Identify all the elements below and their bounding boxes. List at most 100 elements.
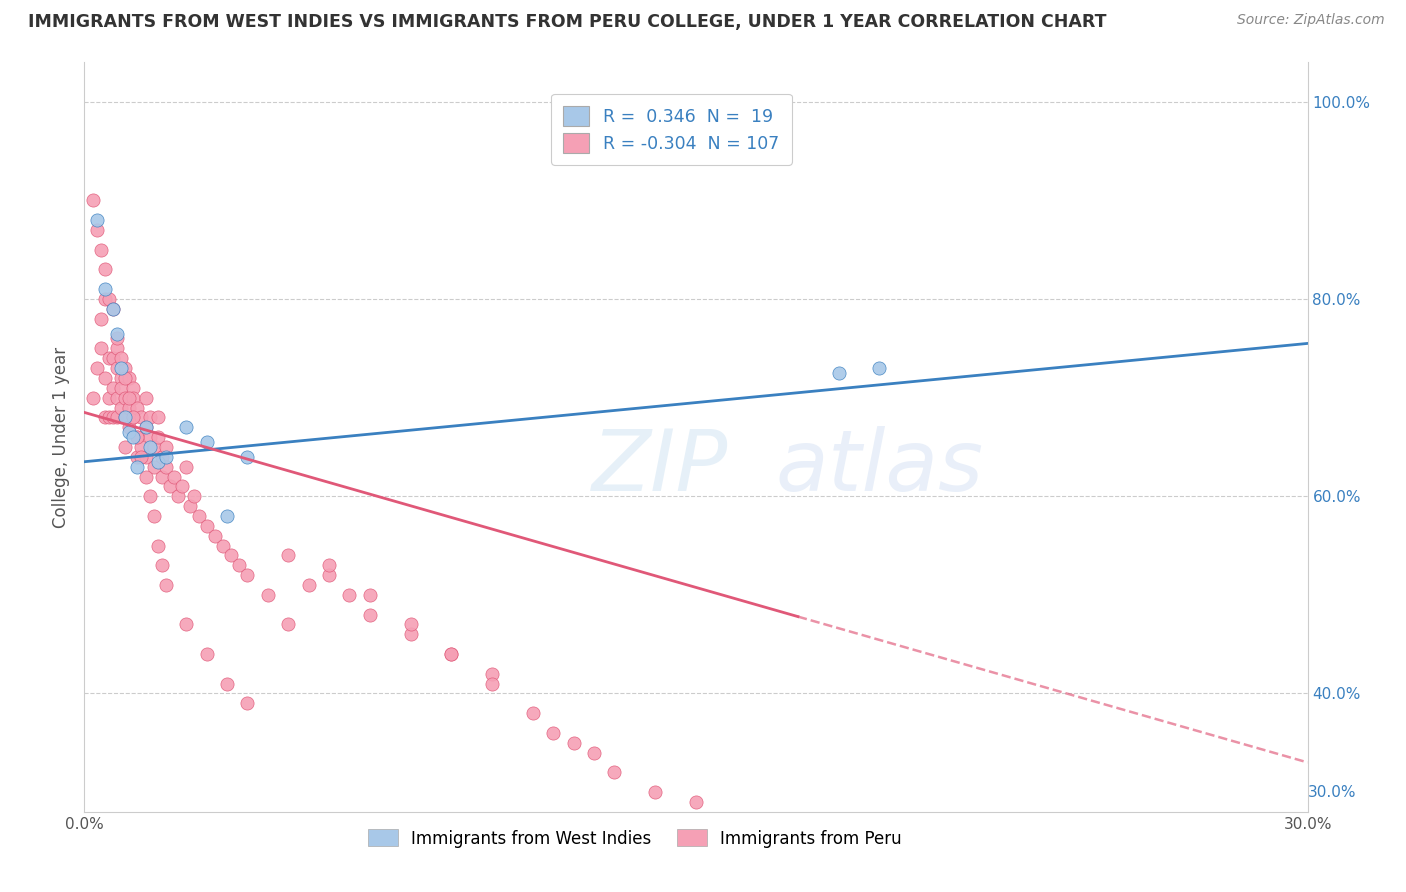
Point — [543, 726, 565, 740]
Point — [359, 607, 381, 622]
Point — [217, 508, 239, 523]
Point — [110, 381, 132, 395]
Point — [122, 381, 145, 395]
Point — [114, 440, 136, 454]
Point — [110, 361, 132, 376]
Point — [155, 450, 177, 464]
Point — [146, 430, 169, 444]
Point — [131, 410, 153, 425]
Point — [118, 425, 141, 439]
Point — [318, 568, 340, 582]
Point — [90, 342, 112, 356]
Point — [236, 696, 259, 710]
Point — [163, 469, 186, 483]
Point — [174, 459, 197, 474]
Point — [150, 450, 173, 464]
Point — [146, 410, 169, 425]
Point — [122, 430, 145, 444]
Point — [236, 450, 259, 464]
Point — [603, 765, 626, 780]
Point — [90, 311, 112, 326]
Point — [127, 450, 149, 464]
Point — [127, 430, 149, 444]
Point — [167, 489, 190, 503]
Point — [318, 558, 340, 573]
Point — [114, 361, 136, 376]
Point — [138, 440, 160, 454]
Point — [562, 736, 585, 750]
Point — [828, 366, 851, 380]
Point — [135, 450, 157, 464]
Point — [131, 440, 153, 454]
Point — [277, 617, 299, 632]
Point — [110, 351, 132, 366]
Point — [195, 518, 218, 533]
Point — [685, 795, 707, 809]
Point — [135, 420, 157, 434]
Point — [101, 410, 124, 425]
Point — [277, 549, 299, 563]
Point — [118, 371, 141, 385]
Point — [359, 588, 381, 602]
Point — [142, 459, 165, 474]
Point — [257, 588, 280, 602]
Text: IMMIGRANTS FROM WEST INDIES VS IMMIGRANTS FROM PERU COLLEGE, UNDER 1 YEAR CORREL: IMMIGRANTS FROM WEST INDIES VS IMMIGRANT… — [28, 13, 1107, 31]
Point — [90, 243, 112, 257]
Point — [114, 410, 136, 425]
Point — [155, 459, 177, 474]
Point — [228, 558, 250, 573]
Point — [127, 401, 149, 415]
Point — [97, 351, 120, 366]
Point — [93, 292, 115, 306]
Point — [135, 420, 157, 434]
Text: atlas: atlas — [776, 425, 983, 508]
Point — [86, 361, 108, 376]
Point — [195, 435, 218, 450]
Point — [105, 391, 128, 405]
Point — [86, 223, 108, 237]
Point — [97, 410, 120, 425]
Point — [93, 410, 115, 425]
Point — [236, 568, 259, 582]
Point — [138, 430, 160, 444]
Point — [105, 331, 128, 345]
Point — [86, 213, 108, 227]
Point — [183, 489, 205, 503]
Y-axis label: College, Under 1 year: College, Under 1 year — [52, 346, 70, 528]
Point — [138, 489, 160, 503]
Point — [118, 391, 141, 405]
Point — [138, 410, 160, 425]
Point — [97, 292, 120, 306]
Text: Source: ZipAtlas.com: Source: ZipAtlas.com — [1237, 13, 1385, 28]
Point — [118, 420, 141, 434]
Point — [114, 391, 136, 405]
Point — [150, 558, 173, 573]
Point — [122, 391, 145, 405]
Point — [644, 785, 666, 799]
Point — [339, 588, 361, 602]
Point — [174, 617, 197, 632]
Point — [481, 676, 503, 690]
Point — [122, 410, 145, 425]
Point — [172, 479, 194, 493]
Point — [155, 440, 177, 454]
Point — [399, 617, 422, 632]
Point — [174, 420, 197, 434]
Point — [110, 401, 132, 415]
Point — [869, 361, 891, 376]
Point — [195, 647, 218, 661]
Point — [440, 647, 463, 661]
Point — [105, 326, 128, 341]
Legend: Immigrants from West Indies, Immigrants from Peru: Immigrants from West Indies, Immigrants … — [360, 821, 910, 855]
Point — [150, 469, 173, 483]
Point — [146, 455, 169, 469]
Point — [101, 351, 124, 366]
Point — [135, 469, 157, 483]
Point — [105, 342, 128, 356]
Point — [101, 301, 124, 316]
Point — [101, 381, 124, 395]
Point — [110, 371, 132, 385]
Point — [146, 539, 169, 553]
Point — [105, 410, 128, 425]
Point — [101, 301, 124, 316]
